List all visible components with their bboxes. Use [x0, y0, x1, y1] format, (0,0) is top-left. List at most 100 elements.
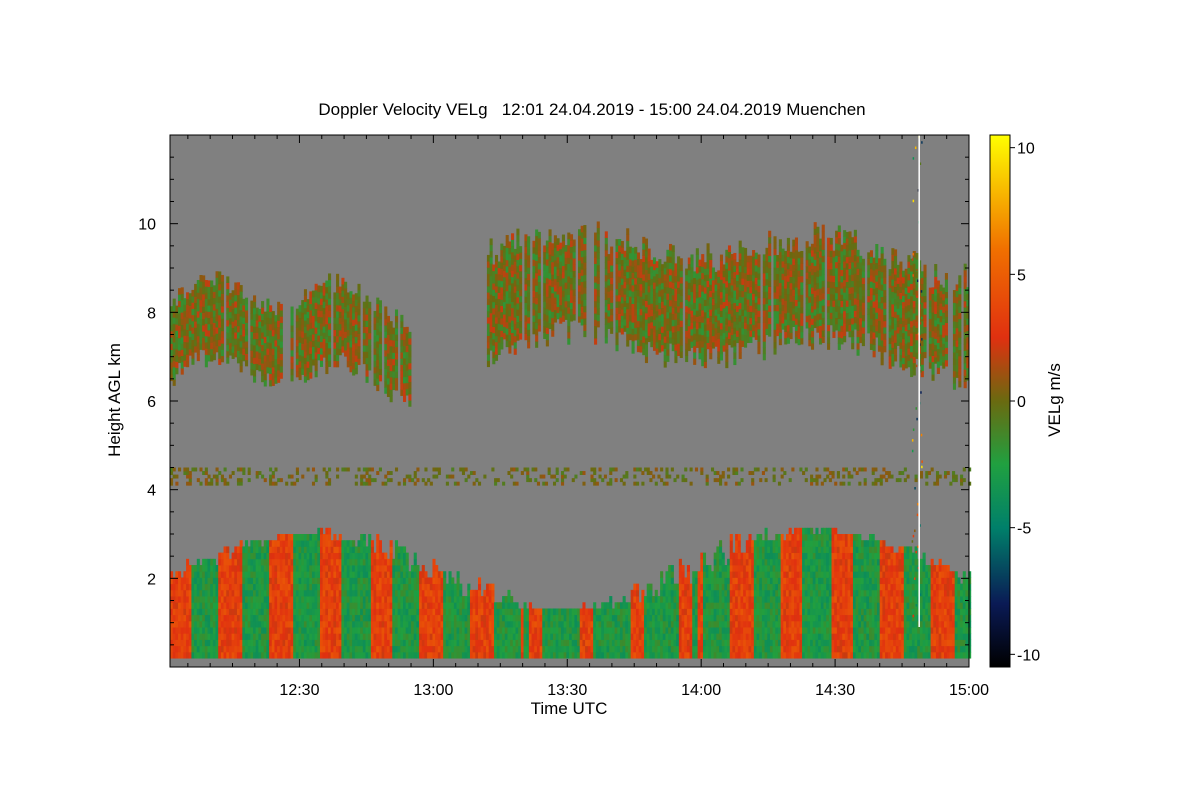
heatmap-cell — [587, 620, 591, 628]
heatmap-cell — [360, 583, 364, 591]
heatmap-cell — [783, 558, 787, 566]
heatmap-cell — [277, 565, 281, 572]
heatmap-cell — [239, 558, 243, 566]
heatmap-cell — [882, 596, 886, 603]
heatmap-cell — [609, 627, 613, 634]
heatmap-cell — [820, 583, 824, 591]
heatmap-cell — [467, 596, 471, 603]
heatmap-cell — [341, 546, 345, 554]
heatmap-cell — [368, 546, 372, 554]
heatmap-cell — [732, 596, 736, 603]
heatmap-cell — [944, 627, 948, 634]
heatmap-cell — [408, 633, 412, 640]
heatmap-cell — [175, 627, 179, 634]
heatmap-cell — [611, 633, 615, 640]
heatmap-cell — [917, 633, 921, 640]
heatmap-cell — [539, 627, 543, 634]
heatmap-cell — [839, 540, 843, 547]
heatmap-cell — [807, 608, 811, 616]
heatmap-cell — [735, 534, 739, 541]
heatmap-cell — [285, 602, 289, 609]
heatmap-cell — [309, 614, 313, 622]
heatmap-cell — [952, 639, 956, 647]
heatmap-cell — [603, 602, 607, 609]
heatmap-cell — [170, 571, 174, 578]
heatmap-cell — [598, 614, 602, 622]
heatmap-cell — [815, 546, 819, 554]
heatmap-cell — [207, 602, 211, 609]
heatmap-cell — [860, 633, 865, 640]
heatmap-cell — [191, 345, 195, 353]
heatmap-cell — [949, 583, 953, 591]
heatmap-cell — [314, 540, 318, 547]
heatmap-cell — [448, 639, 452, 647]
heatmap-cell — [526, 633, 530, 640]
heatmap-cell — [322, 633, 326, 640]
heatmap-cell — [226, 651, 230, 659]
heatmap-cell — [247, 620, 251, 628]
heatmap-cell — [547, 627, 551, 634]
heatmap-cell — [196, 614, 200, 622]
heatmap-cell — [665, 596, 669, 603]
heatmap-cell — [469, 589, 474, 597]
heatmap-cell — [820, 552, 824, 560]
heatmap-cell — [727, 558, 731, 566]
heatmap-cell — [895, 620, 899, 628]
heatmap-cell — [842, 651, 846, 659]
heatmap-cell — [828, 527, 832, 535]
heatmap-cell — [716, 633, 720, 640]
heatmap-cell — [619, 627, 624, 634]
heatmap-cell — [649, 645, 653, 653]
heatmap-cell — [228, 627, 232, 634]
heatmap-cell — [397, 639, 401, 647]
heatmap-cell — [397, 645, 401, 653]
heatmap-cell — [178, 596, 182, 603]
heatmap-cell — [874, 565, 878, 572]
heatmap-cell — [740, 558, 744, 566]
heatmap-cell — [199, 602, 203, 609]
heatmap-cell — [708, 589, 712, 597]
heatmap-cell — [534, 614, 538, 622]
heatmap-cell — [708, 596, 712, 603]
heatmap-cell — [818, 645, 822, 653]
heatmap-cell — [491, 645, 495, 653]
heatmap-cell — [510, 645, 514, 653]
heatmap-cell — [274, 633, 278, 640]
heatmap-cell — [673, 596, 677, 603]
heatmap-cell — [236, 331, 241, 339]
heatmap-cell — [298, 602, 302, 609]
heatmap-cell — [287, 540, 291, 547]
heatmap-cell — [362, 639, 366, 647]
heatmap-cell — [954, 614, 958, 622]
heatmap-cell — [783, 602, 787, 609]
heatmap-cell — [743, 571, 747, 578]
heatmap-cell — [874, 633, 878, 640]
heatmap-cell — [681, 608, 685, 616]
heatmap-cell — [804, 534, 808, 541]
heatmap-cell — [207, 633, 211, 640]
heatmap-cell — [879, 546, 883, 554]
heatmap-cell — [697, 633, 701, 640]
heatmap-cell — [333, 546, 337, 554]
heatmap-cell — [518, 608, 522, 616]
heatmap-cell — [847, 651, 851, 659]
heatmap-cell — [930, 571, 934, 578]
heatmap-cell — [258, 620, 262, 628]
heatmap-cell — [708, 639, 712, 647]
heatmap-cell — [743, 577, 747, 585]
heatmap-cell — [411, 627, 415, 634]
heatmap-cell — [239, 359, 243, 367]
heatmap-cell — [855, 583, 859, 591]
heatmap-cell — [536, 639, 540, 647]
heatmap-cell — [199, 614, 203, 622]
heatmap-cell — [852, 627, 857, 634]
heatmap-cell — [298, 633, 302, 640]
heatmap-cell — [935, 589, 940, 597]
heatmap-cell — [330, 633, 334, 640]
heatmap-cell — [475, 645, 479, 653]
heatmap-cell — [858, 589, 862, 597]
heatmap-cell — [877, 558, 881, 566]
heatmap-cell — [700, 558, 704, 566]
heatmap-cell — [772, 639, 776, 647]
heatmap-cell — [186, 602, 190, 609]
